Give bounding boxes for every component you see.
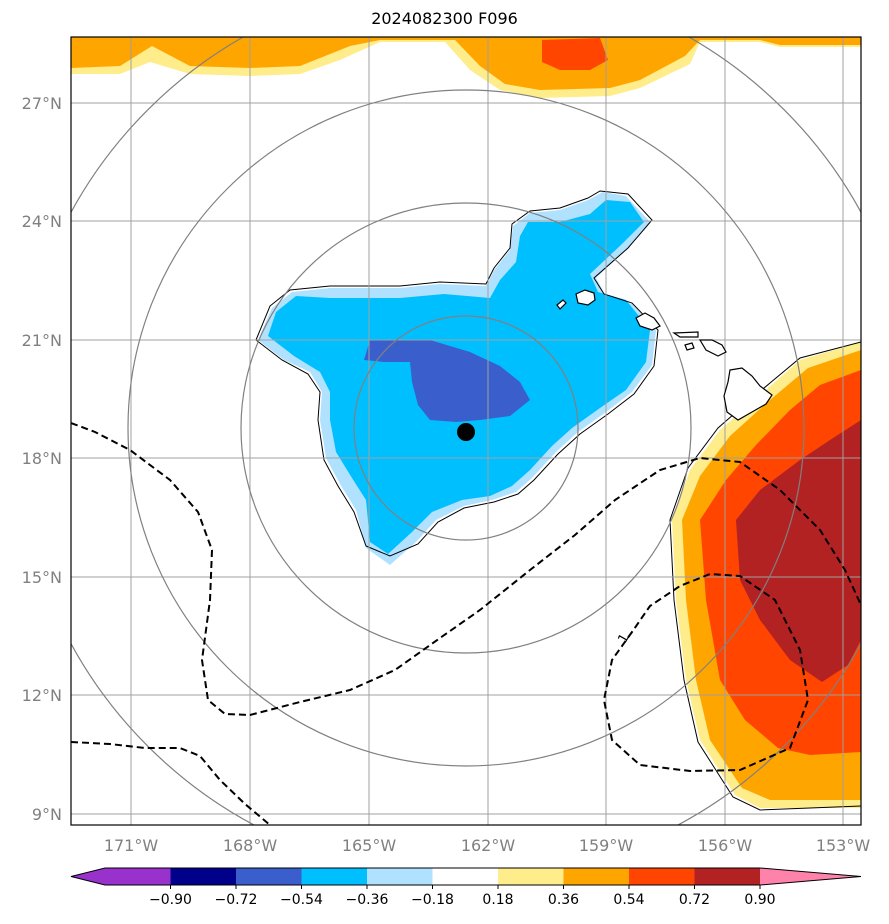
lat-label: 27°N xyxy=(22,94,62,113)
lon-label: 168°W xyxy=(223,836,278,855)
colorbar-tick-label: 0.36 xyxy=(548,892,579,908)
lat-label: 12°N xyxy=(22,686,62,705)
colorbar-extend-high xyxy=(760,868,861,885)
dashed-contours xyxy=(71,422,861,825)
colorbar-tick-label: −0.18 xyxy=(411,892,454,908)
colorbar-tick-label: 0.72 xyxy=(679,892,710,908)
colorbar-tick-label: −0.36 xyxy=(346,892,389,908)
positive-anomaly-southeast xyxy=(669,341,861,811)
colorbar-segment xyxy=(301,868,368,885)
coastlines-hawaii xyxy=(556,289,773,421)
colorbar-segment xyxy=(170,868,237,885)
colorbar: −0.90 −0.72 −0.54 −0.36 −0.18 0.18 0.36 0.54 0.7… xyxy=(70,867,862,908)
colorbar-segment xyxy=(432,868,499,885)
map-plot-area: 1 xyxy=(71,37,861,825)
map-title: 2024082300 F096 xyxy=(371,9,518,28)
range-rings xyxy=(71,37,861,825)
negative-anomaly-central xyxy=(255,190,659,565)
colorbar-tick-label: −0.54 xyxy=(280,892,323,908)
lat-label: 18°N xyxy=(22,449,62,468)
lon-label: 159°W xyxy=(579,836,634,855)
gridlines xyxy=(71,37,861,825)
longitude-labels: 171°W 168°W 165°W 162°W 159°W 156°W 153°… xyxy=(104,836,871,855)
colorbar-segment xyxy=(694,868,761,885)
lat-label: 21°N xyxy=(22,331,62,350)
colorbar-segment xyxy=(629,868,695,885)
storm-center-marker xyxy=(457,423,475,441)
colorbar-segment xyxy=(563,868,630,885)
latitude-labels: 27°N 24°N 21°N 18°N 15°N 12°N 9°N xyxy=(22,94,62,824)
lat-label: 24°N xyxy=(22,212,62,231)
colorbar-segment xyxy=(367,868,433,885)
lat-label: 9°N xyxy=(32,805,62,824)
colorbar-outline xyxy=(70,867,862,886)
colorbar-extend-low xyxy=(71,868,105,885)
colorbar-tick-label: −0.90 xyxy=(149,892,192,908)
lon-label: 153°W xyxy=(816,836,871,855)
positive-anomaly-top xyxy=(71,37,861,98)
colorbar-tick-label: 0.54 xyxy=(613,892,644,908)
lon-label: 165°W xyxy=(342,836,397,855)
lon-label: 156°W xyxy=(698,836,753,855)
colorbar-tick-label: 0.90 xyxy=(744,892,775,908)
colorbar-segment xyxy=(498,868,564,885)
plot-frame xyxy=(70,36,862,826)
colorbar-segment xyxy=(105,868,171,885)
lon-label: 171°W xyxy=(104,836,159,855)
colorbar-segment xyxy=(236,868,302,885)
colorbar-tick-label: 0.18 xyxy=(482,892,513,908)
lon-label: 162°W xyxy=(461,836,516,855)
lat-label: 15°N xyxy=(22,568,62,587)
colorbar-tick-label: −0.72 xyxy=(215,892,258,908)
